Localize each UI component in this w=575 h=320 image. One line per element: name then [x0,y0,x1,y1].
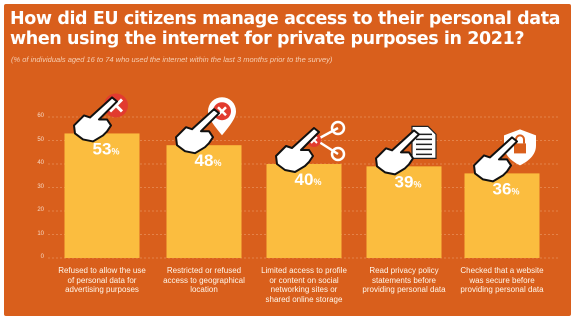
bar-value-label: 48% [195,151,222,170]
y-tick-label: 10 [37,230,44,237]
pointing-hand-with-red-x-icon [73,93,128,143]
pointing-hand-icon [375,129,420,176]
y-tick-label: 0 [40,254,44,260]
bar-chart: 53% 48% 40% 39% 36% [48,93,560,259]
pointing-hand-icon [175,108,220,155]
chart-title: How did EU citizens manage access to the… [10,9,561,49]
bar [64,133,140,258]
bar [266,164,342,258]
pointing-hand-icon [73,96,118,143]
bar [366,166,442,258]
bar-value-label: 53% [93,139,120,158]
infographic-panel: How did EU citizens manage access to the… [4,4,571,316]
pointing-hand-with-document-icon [375,125,437,176]
pointing-hand-with-location-pin-x-icon [175,97,237,155]
bar-value-label: 36% [493,179,520,198]
y-tick-label: 50 [37,136,44,143]
pointing-hand-with-share-network-icon [275,120,346,173]
pointing-hand-icon [473,136,518,183]
category-label: Limited access to profile or content on … [261,266,347,304]
bar [464,173,540,258]
y-tick-label: 40 [37,160,44,166]
bar-value-label: 40% [295,170,322,189]
y-tick-label: 20 [37,207,44,213]
category-label: Restricted or refused access to geograph… [163,266,245,294]
chart-subtitle: (% of individuals aged 16 to 74 who used… [11,55,333,64]
bar [166,145,242,258]
y-tick-label: 30 [37,183,44,190]
pointing-hand-icon [275,127,320,173]
pointing-hand-with-padlock-shield-icon [473,129,536,183]
bar-value-label: 39% [395,172,422,191]
y-tick-label: 60 [37,113,44,119]
category-label: Checked that a website was secure before… [460,266,544,294]
category-label: Read privacy policy statements before pr… [362,266,446,294]
category-label: Refused to allow the use of personal dat… [58,266,146,294]
